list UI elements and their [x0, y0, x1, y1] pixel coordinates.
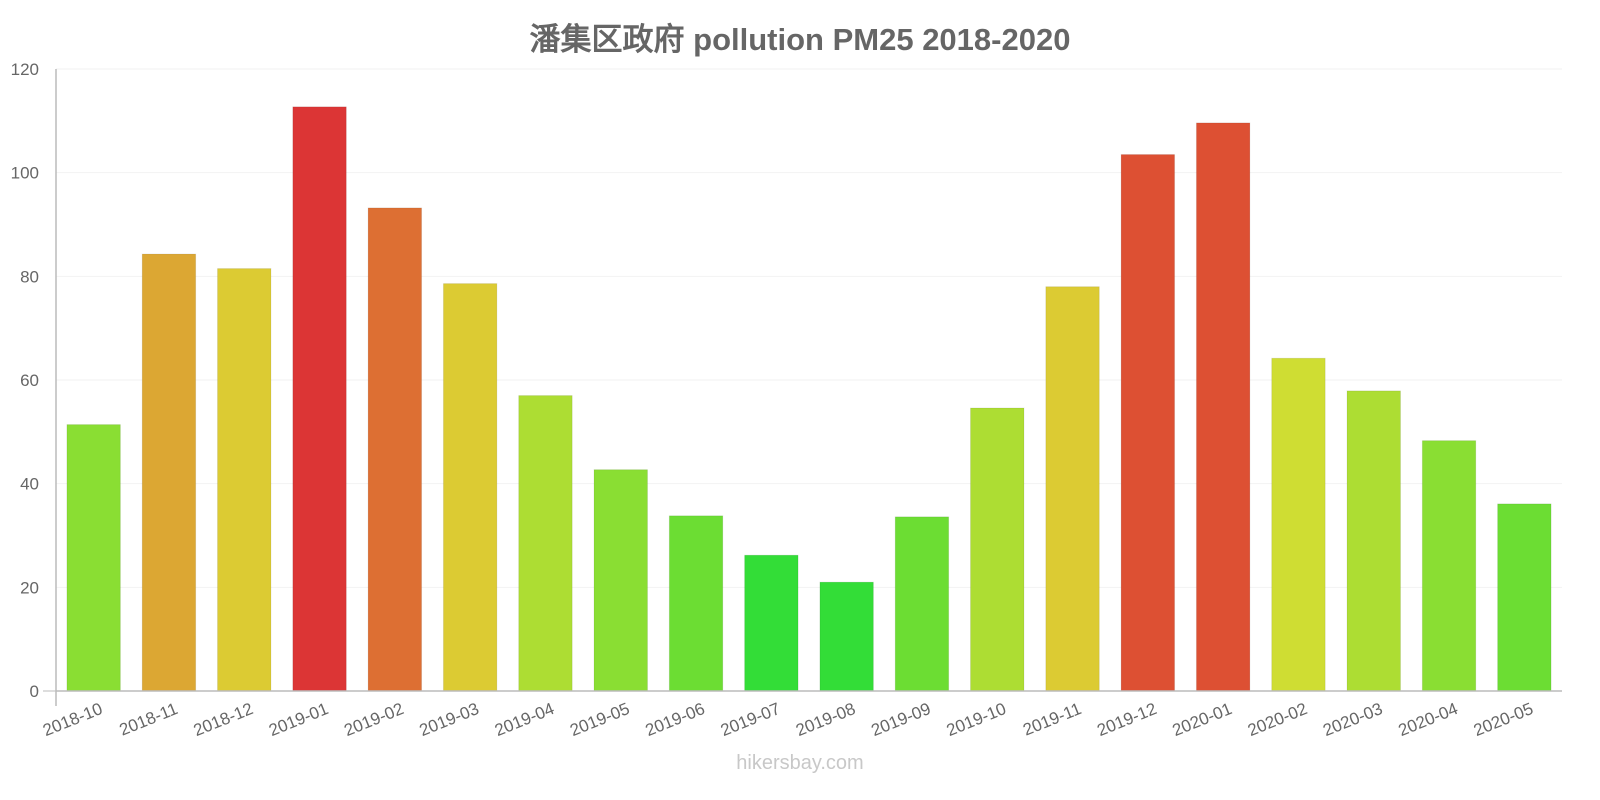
y-tick-label: 120 [11, 60, 39, 79]
x-tick-label: 2020-01 [1170, 699, 1235, 740]
bar-2019-01: 2019-01: 112.7 [292, 106, 347, 692]
bar-2019-06: 2019-06: 33.8 [668, 515, 724, 692]
bar-2019-12: 2019-12: 103.5 [1120, 154, 1176, 692]
x-tick-label: 2019-02 [341, 699, 406, 740]
bar-2020-03: 2020-03: 57.9 [1346, 390, 1401, 692]
x-tick-label: 2019-01 [266, 699, 331, 740]
bar-2019-10: 2019-10: 54.6 [970, 407, 1025, 692]
bar-2020-05: 2020-05: 36.1 [1497, 503, 1552, 692]
y-tick-label: 20 [20, 578, 39, 597]
bar-2019-11: 2019-11: 78 [1045, 286, 1100, 692]
x-tick-label: 2019-07 [718, 699, 783, 740]
bar-2019-07: 2019-07: 26.2 [744, 554, 799, 692]
bar-2018-12: 2018-12: 81.5 [217, 268, 272, 692]
bar-2019-02: 2019-02: 93.2 [367, 207, 423, 692]
x-tick-label: 2020-02 [1245, 699, 1310, 740]
bar-2019-03: 2019-03: 78.6 [442, 283, 498, 692]
x-tick-label: 2019-05 [567, 699, 632, 740]
x-tick-label: 2020-03 [1320, 699, 1385, 740]
x-tick-label: 2019-12 [1094, 699, 1159, 740]
bar-2019-05: 2019-05: 42.7 [593, 469, 648, 692]
x-tick-label: 2019-03 [417, 699, 482, 740]
y-tick-label: 60 [20, 371, 39, 390]
y-tick-label: 100 [11, 164, 39, 183]
axes [55, 69, 1562, 706]
x-tick-label: 2019-10 [944, 699, 1009, 740]
chart-title: 潘集区政府 pollution PM25 2018-2020 [529, 22, 1071, 57]
bars: 2018-10: 51.4 2018-11: 84.3 2018-12: 81.5 2… [66, 106, 1552, 692]
x-tick-label: 2018-12 [191, 699, 256, 740]
bar-2018-11: 2018-11: 84.3 [141, 253, 197, 692]
y-tick-label: 0 [30, 682, 39, 701]
x-tick-label: 2018-10 [40, 699, 105, 740]
x-tick-label: 2019-11 [1020, 699, 1084, 740]
x-tick-label: 2020-05 [1471, 699, 1536, 740]
bar-2020-02: 2020-02: 64.2 [1271, 357, 1326, 692]
x-tick-label: 2020-04 [1396, 699, 1461, 740]
bar-2020-01: 2020-01: 109.6 [1195, 122, 1251, 692]
x-tick-label: 2019-04 [492, 699, 557, 740]
bar-2019-08: 2019-08: 21 [819, 581, 874, 692]
x-tick-label: 2019-08 [793, 699, 858, 740]
x-tick-label: 2019-09 [868, 699, 933, 740]
bar-2020-04: 2020-04: 48.3 [1421, 440, 1477, 692]
bar-2019-09: 2019-09: 33.6 [894, 516, 950, 692]
gridlines [56, 68, 1562, 588]
x-tick-label: 2019-06 [643, 699, 708, 740]
y-axis-ticks: 0 20 40 60 80 100 120 [11, 60, 56, 701]
y-tick-label: 80 [20, 267, 39, 286]
watermark: hikersbay.com [736, 752, 864, 774]
y-tick-label: 40 [20, 475, 39, 494]
x-axis-ticks: 2018-10 2018-11 2018-12 2019-01 2019-02 2019-… [40, 699, 1536, 740]
x-tick-label: 2018-11 [117, 699, 181, 740]
bar-2019-04: 2019-04: 57 [518, 395, 573, 692]
bar-2018-10: 2018-10: 51.4 [66, 424, 121, 692]
